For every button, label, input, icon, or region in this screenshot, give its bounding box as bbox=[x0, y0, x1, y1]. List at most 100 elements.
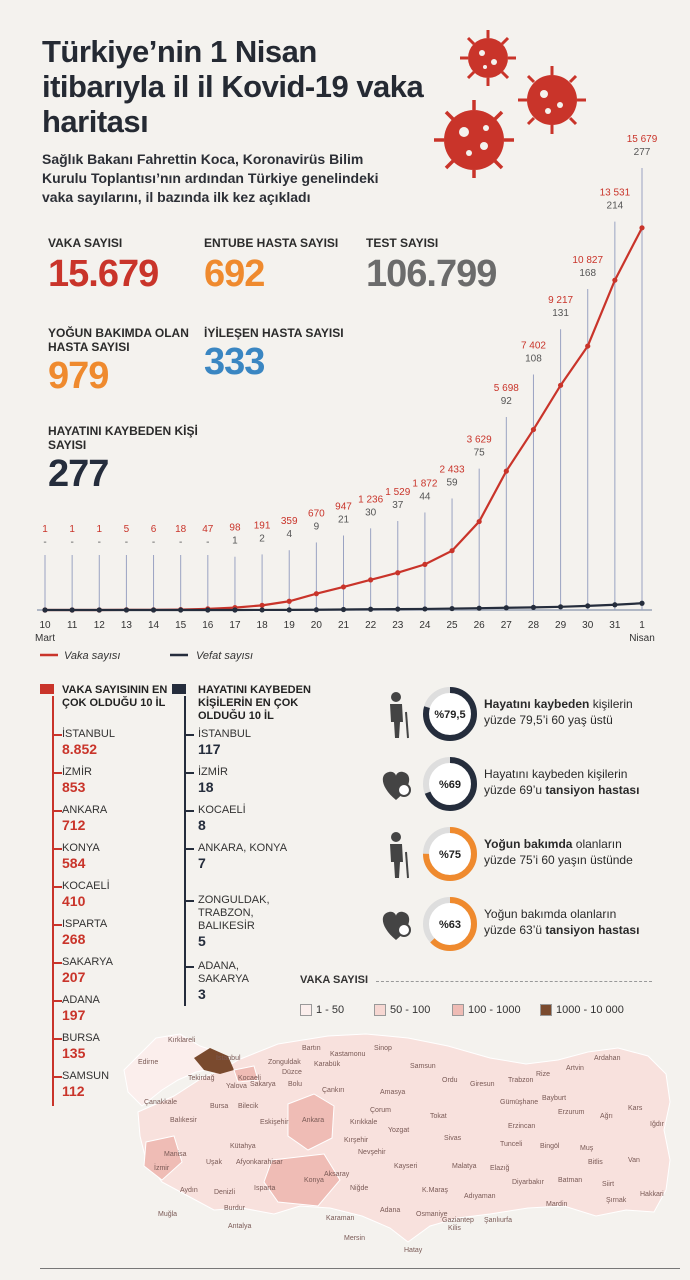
death-value-label: - bbox=[179, 537, 182, 548]
deaths-point bbox=[476, 605, 482, 611]
province-label: Yozgat bbox=[388, 1127, 409, 1134]
list-tick bbox=[184, 966, 194, 968]
province-label: Sivas bbox=[444, 1135, 462, 1142]
page-title: Türkiye’nin 1 Nisan itibarıyla il il Kov… bbox=[42, 34, 424, 139]
x-tick-label: 16 bbox=[202, 620, 214, 631]
stat-label: ENTUBE HASTA SAYISI bbox=[204, 236, 339, 250]
stat-recovered: İYİLEŞEN HASTA SAYISI 333 bbox=[204, 326, 344, 382]
death-value-label: - bbox=[43, 537, 46, 548]
province-label: Çanakkale bbox=[144, 1099, 177, 1106]
fact-row: %79,5 Hayatını kaybeden kişilerin yüzde 79… bbox=[380, 684, 680, 746]
death-value-label: - bbox=[98, 537, 101, 548]
fact-line-1: Yoğun bakımda olanların bbox=[484, 906, 680, 922]
list-item-value: 8 bbox=[198, 817, 206, 833]
list-item-name: KOCAELİ bbox=[198, 804, 246, 816]
case-value-label: 2 433 bbox=[440, 464, 465, 475]
province-label: Muğla bbox=[158, 1211, 177, 1218]
province-label: Kilis bbox=[448, 1225, 461, 1232]
fact-line-2: yüzde 75’i 60 yaşın üstünde bbox=[484, 852, 680, 868]
case-value-label: 13 531 bbox=[600, 188, 631, 199]
deaths-point bbox=[530, 604, 537, 610]
legend-label: 100 - 1000 bbox=[468, 1004, 521, 1016]
virus-icon bbox=[518, 66, 586, 134]
province-label: Nevşehir bbox=[358, 1149, 386, 1156]
list-tick bbox=[184, 900, 194, 902]
list-tick bbox=[184, 848, 194, 850]
province-label: Mardin bbox=[546, 1201, 568, 1208]
fact-rest: kişilerin bbox=[589, 697, 633, 711]
province-label: Samsun bbox=[410, 1063, 436, 1070]
list-tick bbox=[52, 772, 62, 774]
case-value-label: 191 bbox=[254, 520, 271, 531]
province-label: Erzincan bbox=[508, 1123, 535, 1130]
province-label: Kırklareli bbox=[168, 1037, 196, 1044]
legend-deaths-label: Vefat sayısı bbox=[196, 650, 253, 662]
stat-cases: VAKA SAYISI 15.679 bbox=[48, 236, 159, 295]
percent-ring: %75 bbox=[423, 827, 477, 881]
list-item-name: İZMİR bbox=[62, 766, 92, 778]
case-value-label: 5 bbox=[124, 524, 130, 535]
list-item-name: ANKARA, KONYA bbox=[198, 842, 288, 854]
province-label: Ardahan bbox=[594, 1055, 621, 1062]
stat-intubated: ENTUBE HASTA SAYISI 692 bbox=[204, 236, 338, 294]
province-label: Elazığ bbox=[490, 1165, 510, 1172]
death-value-label: 30 bbox=[365, 507, 377, 518]
list-item: ISPARTA 268 bbox=[52, 918, 182, 947]
death-value-label: 21 bbox=[338, 515, 350, 526]
province-label: Isparta bbox=[254, 1185, 276, 1192]
deaths-point bbox=[395, 606, 401, 612]
ring-percent: %69 bbox=[439, 779, 461, 791]
province-label: Aydın bbox=[180, 1187, 198, 1194]
x-tick-label: 15 bbox=[175, 620, 187, 631]
list-item: İZMİR 18 bbox=[184, 766, 288, 795]
province-label: Kırıkkale bbox=[350, 1119, 377, 1126]
province-label: Manisa bbox=[164, 1151, 187, 1158]
x-tick-label: 19 bbox=[284, 620, 296, 631]
heart-pressure-icon bbox=[382, 771, 411, 800]
legend-cases-label: Vaka sayısı bbox=[64, 650, 120, 662]
fact-rest: Yoğun bakımda olanların bbox=[484, 907, 617, 921]
list-tick bbox=[52, 810, 62, 812]
province-label: Osmaniye bbox=[416, 1211, 448, 1218]
legend-label: 1000 - 10 000 bbox=[556, 1004, 624, 1016]
list-item-name: SAKARYA bbox=[62, 956, 113, 968]
cases-point bbox=[557, 382, 564, 388]
province-label: Karabük bbox=[314, 1061, 341, 1068]
ankara-region bbox=[287, 1093, 335, 1151]
death-value-label: - bbox=[206, 537, 209, 548]
list-tick bbox=[52, 886, 62, 888]
deaths-point bbox=[557, 604, 564, 610]
list-item-value: 853 bbox=[62, 779, 86, 795]
stat-tests: TEST SAYISI 106.799 bbox=[366, 236, 497, 294]
province-label: İzmir bbox=[154, 1163, 170, 1172]
province-label: Bitlis bbox=[588, 1159, 603, 1166]
x-tick-label: 25 bbox=[446, 620, 458, 631]
case-value-label: 6 bbox=[151, 524, 157, 535]
x-tick-label: 24 bbox=[419, 620, 431, 631]
stat-value: 15.679 bbox=[48, 253, 159, 295]
list-item-value: 207 bbox=[62, 969, 86, 985]
fact-rest: olanların bbox=[572, 837, 622, 851]
province-label: Bayburt bbox=[542, 1095, 566, 1102]
cases-point bbox=[340, 584, 347, 590]
deaths-point bbox=[639, 600, 645, 606]
legend-swatch bbox=[452, 1004, 464, 1016]
map-legend: VAKA SAYISI 1 - 50 50 - 100 100 - 1000 1000… bbox=[300, 970, 660, 1020]
province-label: Gümüşhane bbox=[500, 1099, 538, 1106]
x-tick-label: 29 bbox=[555, 620, 567, 631]
ring-percent: %63 bbox=[439, 919, 461, 931]
list-item-name: ADANA bbox=[62, 994, 100, 1006]
stat-icu: YOĞUN BAKIMDA OLAN HASTA SAYISI 979 bbox=[48, 326, 198, 396]
list-item-value: 5 bbox=[198, 933, 206, 949]
province-label: Edirne bbox=[138, 1059, 158, 1066]
province-label: Sakarya bbox=[250, 1081, 276, 1088]
elderly-person-icon bbox=[390, 692, 409, 739]
istanbul-region bbox=[194, 1048, 234, 1074]
list-item-name: İSTANBUL bbox=[62, 728, 115, 740]
deaths-list-rule bbox=[184, 696, 186, 1006]
list-item: ANKARA 712 bbox=[52, 804, 182, 833]
list-item: İSTANBUL 117 bbox=[184, 728, 288, 757]
province-label: Çankırı bbox=[322, 1087, 345, 1094]
fact-line-2-text: yüzde 69’u bbox=[484, 783, 546, 797]
cases-point bbox=[259, 602, 265, 608]
